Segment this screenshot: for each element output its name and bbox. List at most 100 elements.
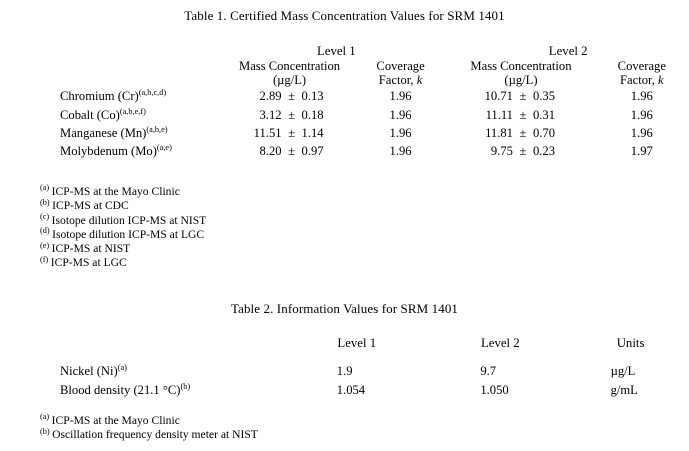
plus-minus-symbol: ± — [288, 89, 295, 104]
uncertainty: 0.31 — [532, 107, 556, 122]
level1-mass-concentration-cell: 2.89 ±0.13 — [225, 87, 353, 105]
factor-k-symbol: k — [658, 73, 664, 88]
analyte-label: Cobalt (Co) — [60, 107, 120, 122]
analyte-label: Blood density (21.1 °C) — [60, 383, 181, 397]
table-2-head: Level 1 Level 2 Units — [0, 336, 689, 362]
plus-minus-symbol: ± — [519, 144, 527, 159]
footnote-mark: (f) — [40, 254, 49, 264]
table-row: Molybdenum (Mo)(a,e) 8.20 ±0.97 1.96 9.75… — [0, 142, 689, 160]
value: 9.7 — [480, 364, 497, 378]
level1-mass-concentration-cell: 8.20 ±0.97 — [225, 142, 353, 160]
footnote-marks: (a,b,c,d) — [138, 88, 167, 97]
value: 11.11 — [485, 107, 513, 122]
column-header-mass-concentration-level2: Mass Concentration (µg/L) — [447, 59, 594, 87]
value: 1.054 — [336, 383, 366, 397]
level2-mass-concentration-cell: 11.81 ±0.70 — [447, 124, 594, 142]
level-2-header: Level 2 — [548, 44, 588, 58]
uncertainty: 0.18 — [301, 107, 324, 122]
uncertainty: 1.14 — [301, 126, 324, 140]
column-header-mass-concentration-level1: Mass Concentration (µg/L) — [225, 59, 353, 87]
value: 9.75 — [490, 144, 513, 159]
footnote-item: (f) ICP-MS at LGC — [40, 254, 206, 270]
analyte-name-cell: Cobalt (Co)(a,b,e,f) — [0, 106, 225, 124]
value: 3.12 — [259, 107, 282, 122]
level2-mass-concentration-cell: 10.71 ±0.35 — [447, 87, 594, 105]
mass-concentration-label: Mass Concentration — [239, 59, 341, 73]
level2-coverage-factor-cell: 1.96 — [630, 126, 653, 140]
level2-coverage-factor-cell: 1.97 — [630, 144, 653, 159]
table-2-footnotes: (a) ICP-MS at the Mayo Clinic (b) Oscillat… — [40, 413, 258, 443]
footnote-marks: (a) — [117, 362, 127, 372]
units-cell: g/mL — [572, 381, 689, 400]
uncertainty: 0.13 — [301, 89, 324, 104]
footnote-text: Isotope dilution ICP-MS at LGC — [52, 227, 205, 241]
column-header-units: Units — [616, 336, 645, 350]
factor-label: Factor, — [378, 73, 417, 88]
table-1-footnotes: (a) ICP-MS at the Mayo Clinic (b) ICP-MS a… — [40, 183, 206, 271]
analyte-name-cell: Chromium (Cr)(a,b,c,d) — [0, 87, 225, 105]
units-value: µg/L — [610, 364, 636, 378]
value: 1.9 — [336, 364, 353, 378]
footnote-marks: (a,b,e) — [146, 124, 168, 134]
footnote-text: ICP-MS at NIST — [51, 242, 131, 256]
table-1-head: Level 1 Level 2 Mass Concentration (µg/L… — [0, 44, 689, 87]
footnote-item: (d) Isotope dilution ICP-MS at LGC — [40, 226, 206, 242]
footnote-marks: (b) — [180, 381, 191, 391]
level1-coverage-factor-cell: 1.96 — [389, 89, 412, 104]
footnote-item: (e) ICP-MS at NIST — [40, 241, 206, 256]
column-header-level-2: Level 2 — [480, 336, 520, 350]
spacer-cell — [0, 59, 225, 87]
analyte-name-cell: Manganese (Mn)(a,b,e) — [0, 124, 225, 142]
table-1-level-header-row: Level 1 Level 2 — [0, 44, 689, 59]
spacer-cell — [0, 44, 225, 59]
footnote-mark: (d) — [40, 226, 50, 236]
table-1-title: Table 1. Certified Mass Concentration Va… — [184, 8, 505, 23]
table-row: Blood density (21.1 °C)(b) 1.054 1.050 g… — [0, 381, 689, 400]
uncertainty: 0.23 — [532, 144, 556, 159]
level-1-header: Level 1 — [316, 44, 356, 58]
level1-coverage-factor-cell: 1.96 — [389, 126, 412, 140]
footnote-text: ICP-MS at the Mayo Clinic — [51, 414, 180, 427]
footnote-text: ICP-MS at CDC — [52, 199, 129, 213]
plus-minus-symbol: ± — [519, 107, 527, 122]
mass-concentration-units: (µg/L) — [504, 73, 538, 88]
mass-concentration-label: Mass Concentration — [470, 59, 572, 73]
factor-label: Factor, — [620, 73, 658, 88]
table-row: Manganese (Mn)(a,b,e) 11.51 ±1.14 1.96 11… — [0, 124, 689, 142]
footnote-mark: (b) — [40, 426, 50, 436]
table-2-body: Nickel (Ni)(a) 1.9 9.7 µg/L Blood densit… — [0, 362, 689, 400]
level2-value-cell: 9.7 — [429, 362, 573, 381]
analyte-name-cell: Blood density (21.1 °C)(b) — [0, 381, 285, 400]
level2-mass-concentration-cell: 11.11 ±0.31 — [447, 106, 594, 124]
level1-coverage-factor-cell: 1.96 — [389, 144, 412, 159]
value: 2.89 — [259, 89, 282, 104]
table-1-body: Chromium (Cr)(a,b,c,d) 2.89 ±0.13 1.96 10… — [0, 87, 689, 161]
table-row: Nickel (Ni)(a) 1.9 9.7 µg/L — [0, 362, 689, 381]
level1-value-cell: 1.9 — [285, 362, 429, 381]
value: 10.71 — [484, 89, 513, 104]
footnote-mark: (a) — [40, 183, 50, 193]
plus-minus-symbol: ± — [288, 126, 295, 140]
table-2-column-header-row: Level 1 Level 2 Units — [0, 336, 689, 362]
table-2-title: Table 2. Information Values for SRM 1401 — [230, 301, 459, 316]
factor-k-symbol: k — [416, 73, 423, 88]
footnote-marks: (a,e) — [156, 143, 172, 153]
level2-mass-concentration-cell: 9.75 ±0.23 — [447, 142, 594, 160]
level1-coverage-factor-cell: 1.96 — [389, 107, 412, 122]
value: 1.050 — [480, 383, 509, 397]
column-header-coverage-factor-level1: Coverage Factor, k — [354, 59, 448, 87]
footnote-text: Oscillation frequency density meter at N… — [52, 428, 258, 442]
uncertainty: 0.97 — [301, 144, 324, 159]
level2-value-cell: 1.050 — [429, 381, 573, 400]
table-row: Chromium (Cr)(a,b,c,d) 2.89 ±0.13 1.96 10… — [0, 87, 689, 105]
table-row: Cobalt (Co)(a,b,e,f) 3.12 ±0.18 1.96 11.1… — [0, 106, 689, 124]
footnote-item: (c) Isotope dilution ICP-MS at NIST — [40, 212, 206, 228]
value: 8.20 — [259, 144, 282, 159]
plus-minus-symbol: ± — [519, 126, 527, 140]
footnote-mark: (b) — [40, 197, 50, 207]
footnote-item: (b) Oscillation frequency density meter a… — [40, 426, 258, 442]
uncertainty: 0.35 — [532, 89, 556, 104]
footnote-text: ICP-MS at LGC — [50, 256, 127, 270]
plus-minus-symbol: ± — [288, 107, 295, 122]
